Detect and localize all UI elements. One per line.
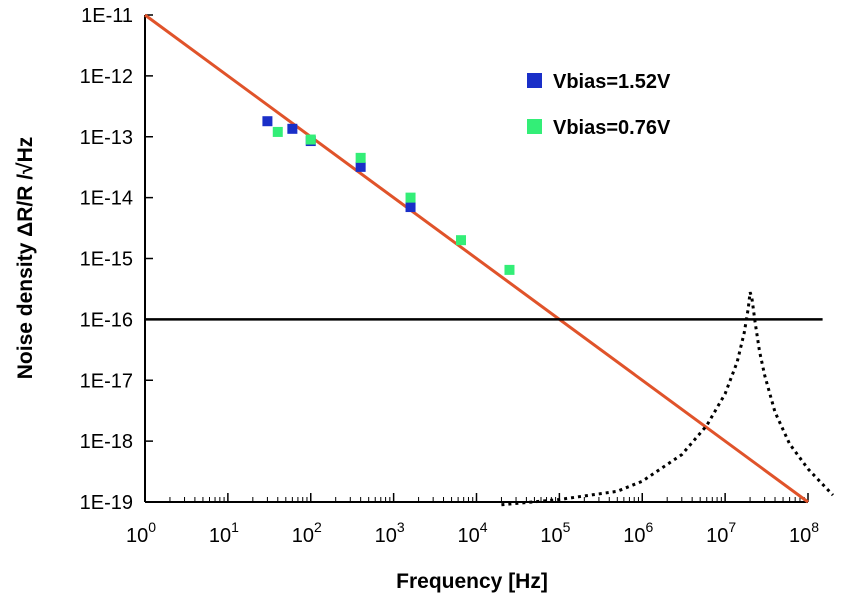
x-tick-label: 107 <box>706 519 736 547</box>
data-point <box>262 116 273 127</box>
data-point <box>355 152 366 163</box>
data-point <box>405 192 416 203</box>
y-tick-label: 1E-18 <box>80 431 133 453</box>
y-tick-label: 1E-17 <box>80 370 133 392</box>
data-point <box>455 235 466 246</box>
data-point <box>287 123 298 134</box>
x-tick-label: 108 <box>789 519 819 547</box>
legend-swatch <box>527 119 542 134</box>
data-point <box>305 134 316 145</box>
x-axis-title: Frequency [Hz] <box>396 570 548 593</box>
y-tick-label: 1E-13 <box>80 127 133 149</box>
x-ticks: 100 101 102 103 104 105 106 107 108 <box>126 493 819 547</box>
y-tick-label: 1E-16 <box>80 309 133 331</box>
x-tick-label: 101 <box>209 519 239 547</box>
markers <box>262 116 515 275</box>
legend: Vbias=1.52V Vbias=0.76V <box>527 71 671 139</box>
legend-label: Vbias=1.52V <box>553 71 671 93</box>
data-point <box>355 161 366 172</box>
plot-lines <box>144 13 834 507</box>
x-tick-label: 104 <box>457 519 487 547</box>
legend-swatch <box>527 73 542 88</box>
y-tick-label: 1E-12 <box>80 66 133 88</box>
data-point <box>504 264 515 275</box>
legend-label: Vbias=0.76V <box>553 117 671 139</box>
x-tick-label: 100 <box>126 519 156 547</box>
x-tick-label: 106 <box>623 519 653 547</box>
y-tick-label: 1E-15 <box>80 249 133 271</box>
data-point <box>272 126 283 137</box>
fit-line <box>144 13 809 504</box>
y-tick-label: 1E-14 <box>80 188 133 210</box>
y-tick-label: 1E-11 <box>81 5 133 27</box>
x-tick-label: 105 <box>540 519 570 547</box>
x-tick-label: 103 <box>375 519 405 547</box>
data-point <box>405 202 416 213</box>
y-tick-label: 1E-19 <box>80 492 133 514</box>
x-tick-label: 102 <box>292 519 322 547</box>
y-axis-title: Noise density ΔR/R /√Hz <box>14 137 37 380</box>
y-ticks: 1E-11 1E-12 1E-13 1E-14 1E-15 1E-16 1E-17 1E-18… <box>80 5 153 514</box>
